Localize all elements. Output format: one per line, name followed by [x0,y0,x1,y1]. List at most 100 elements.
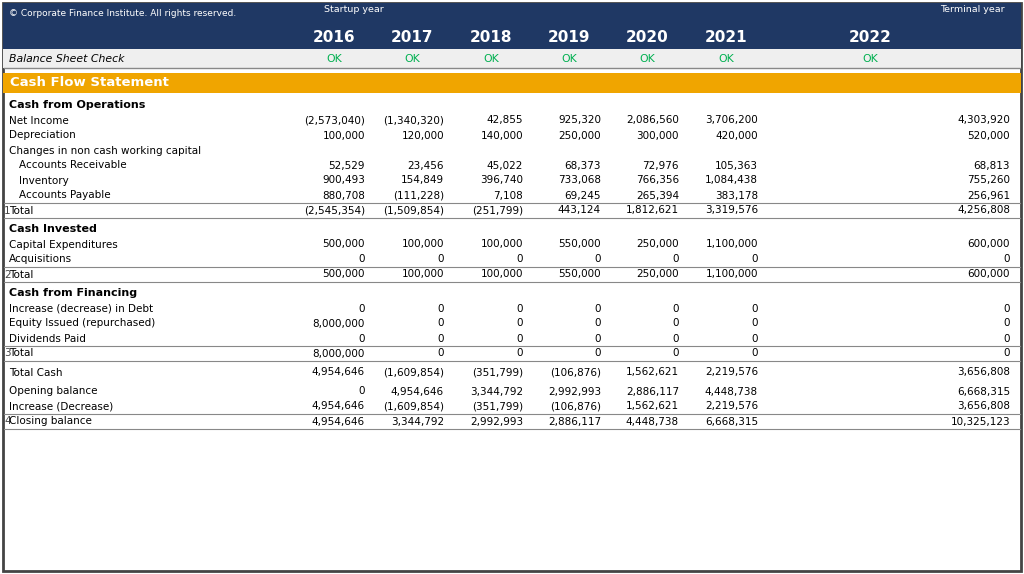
Text: 500,000: 500,000 [323,270,365,280]
Text: Cash from Financing: Cash from Financing [9,289,137,298]
Text: 383,178: 383,178 [715,191,758,200]
Text: Total Cash: Total Cash [9,367,62,378]
Text: 2: 2 [4,270,10,280]
Text: 600,000: 600,000 [968,270,1010,280]
Text: 7,108: 7,108 [494,191,523,200]
Text: Equity Issued (repurchased): Equity Issued (repurchased) [9,319,156,328]
Text: 2020: 2020 [626,29,669,45]
Text: 0: 0 [1004,333,1010,343]
Text: 250,000: 250,000 [636,239,679,250]
Text: 0: 0 [1004,254,1010,265]
Text: 3,656,808: 3,656,808 [957,367,1010,378]
Text: 4,954,646: 4,954,646 [312,401,365,412]
Text: (111,228): (111,228) [393,191,444,200]
Text: 6,668,315: 6,668,315 [705,417,758,426]
Text: 0: 0 [752,348,758,359]
Text: 0: 0 [673,319,679,328]
Text: 4,954,646: 4,954,646 [391,386,444,397]
Text: 100,000: 100,000 [323,130,365,141]
Text: 4,256,808: 4,256,808 [957,205,1010,215]
Text: 443,124: 443,124 [558,205,601,215]
Text: 52,529: 52,529 [329,161,365,170]
Text: 0: 0 [673,348,679,359]
Text: 925,320: 925,320 [558,115,601,126]
Text: 0: 0 [437,254,444,265]
Text: 3,319,576: 3,319,576 [705,205,758,215]
Text: 0: 0 [516,319,523,328]
Text: 45,022: 45,022 [486,161,523,170]
Text: 2016: 2016 [312,29,355,45]
Text: 0: 0 [595,333,601,343]
Text: Cash Invested: Cash Invested [9,224,97,235]
Text: 69,245: 69,245 [564,191,601,200]
Text: 6,668,315: 6,668,315 [956,386,1010,397]
Text: Balance Sheet Check: Balance Sheet Check [9,53,124,64]
Text: OK: OK [326,53,342,64]
Text: 0: 0 [673,254,679,265]
Text: Increase (decrease) in Debt: Increase (decrease) in Debt [9,304,154,313]
Text: 550,000: 550,000 [558,239,601,250]
Text: 0: 0 [437,319,444,328]
Text: 2,086,560: 2,086,560 [626,115,679,126]
Text: 900,493: 900,493 [323,176,365,185]
Text: 3,344,792: 3,344,792 [391,417,444,426]
Text: 100,000: 100,000 [480,270,523,280]
Text: Inventory: Inventory [19,176,69,185]
Text: (1,509,854): (1,509,854) [383,205,444,215]
Text: 1,100,000: 1,100,000 [706,270,758,280]
Text: 0: 0 [358,386,365,397]
Text: OK: OK [639,53,655,64]
Text: 4,954,646: 4,954,646 [312,417,365,426]
Text: 2019: 2019 [548,29,590,45]
Text: (351,799): (351,799) [472,367,523,378]
Bar [3,3,1021,25]
Text: 880,708: 880,708 [323,191,365,200]
Text: 1,100,000: 1,100,000 [706,239,758,250]
Text: OK: OK [718,53,734,64]
Text: (351,799): (351,799) [472,401,523,412]
Text: (1,609,854): (1,609,854) [383,401,444,412]
Text: Dividends Paid: Dividends Paid [9,333,86,343]
Text: Capital Expenditures: Capital Expenditures [9,239,118,250]
Text: 4,954,646: 4,954,646 [312,367,365,378]
Text: 0: 0 [1004,319,1010,328]
Text: 1,562,621: 1,562,621 [626,401,679,412]
Text: OK: OK [404,53,420,64]
Text: 2,219,576: 2,219,576 [705,367,758,378]
Text: (2,573,040): (2,573,040) [304,115,365,126]
Text: 2,886,117: 2,886,117 [626,386,679,397]
Text: 0: 0 [437,304,444,313]
Text: 140,000: 140,000 [480,130,523,141]
Text: 3,706,200: 3,706,200 [706,115,758,126]
Text: 0: 0 [358,304,365,313]
Text: 733,068: 733,068 [558,176,601,185]
Text: 42,855: 42,855 [486,115,523,126]
Text: 250,000: 250,000 [558,130,601,141]
Text: 4,448,738: 4,448,738 [626,417,679,426]
Text: 3: 3 [4,348,10,359]
Text: 0: 0 [516,304,523,313]
Text: Depreciation: Depreciation [9,130,76,141]
Text: 2,219,576: 2,219,576 [705,401,758,412]
Text: 154,849: 154,849 [400,176,444,185]
Text: 68,373: 68,373 [564,161,601,170]
Text: 265,394: 265,394 [636,191,679,200]
Bar [3,49,1021,68]
Text: 105,363: 105,363 [715,161,758,170]
Text: 2,992,993: 2,992,993 [548,386,601,397]
Text: (106,876): (106,876) [550,367,601,378]
Text: 8,000,000: 8,000,000 [312,319,365,328]
Text: 2021: 2021 [705,29,748,45]
Text: 0: 0 [595,254,601,265]
Text: 3,656,808: 3,656,808 [957,401,1010,412]
Text: 0: 0 [752,319,758,328]
Text: 3,344,792: 3,344,792 [470,386,523,397]
Text: 1,084,438: 1,084,438 [705,176,758,185]
Text: 4: 4 [4,417,10,426]
Text: Accounts Payable: Accounts Payable [19,191,111,200]
Text: 550,000: 550,000 [558,270,601,280]
Text: 1,562,621: 1,562,621 [626,367,679,378]
Text: 1: 1 [4,205,10,215]
Text: 0: 0 [673,304,679,313]
Text: 500,000: 500,000 [323,239,365,250]
